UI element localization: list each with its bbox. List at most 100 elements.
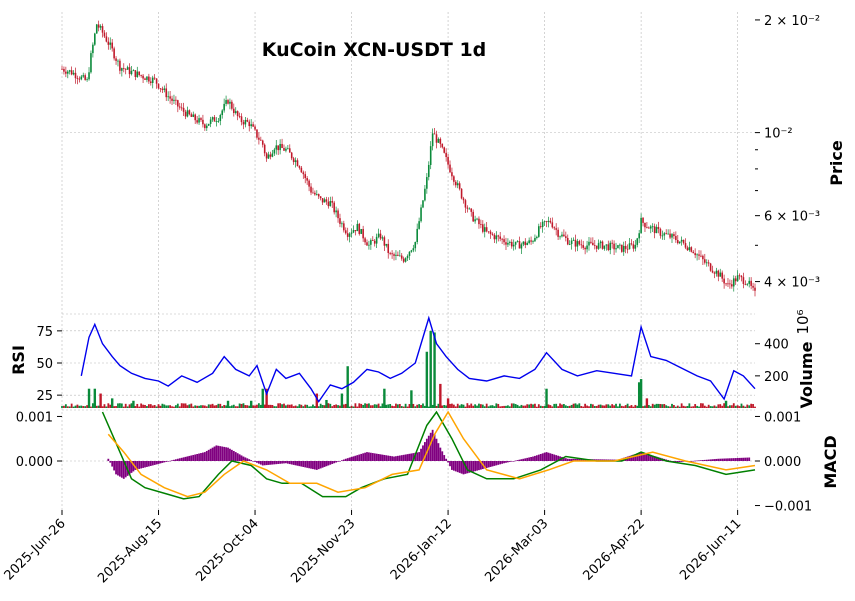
candle-body (518, 241, 521, 249)
candle-body (576, 241, 579, 247)
rsi-tick-label: 25 (36, 389, 53, 404)
volume-bar (337, 405, 339, 408)
volume-bar (474, 404, 476, 408)
macd-histogram-bar (717, 458, 720, 461)
macd-histogram-bar (317, 461, 320, 470)
candle-body (298, 166, 301, 168)
macd-histogram-bar (265, 461, 268, 466)
candle-body (607, 244, 610, 251)
macd-histogram-bar (667, 460, 670, 461)
candle-body (271, 153, 274, 157)
volume-bar (371, 405, 374, 408)
candle-body (715, 270, 718, 274)
macd-histogram-bar (653, 456, 656, 461)
macd-histogram-bar (535, 455, 538, 461)
macd-histogram-bar (364, 452, 366, 461)
volume-bar (431, 404, 434, 408)
volume-bar (381, 403, 384, 408)
volume-bar (539, 405, 542, 408)
candle-body (219, 115, 222, 121)
macd-histogram-bar (348, 457, 351, 461)
candle-body (304, 174, 307, 179)
macd-histogram-bar (570, 458, 573, 461)
candle-body (140, 74, 142, 76)
macd-histogram-bar (425, 438, 428, 461)
volume-bar (591, 404, 594, 408)
volume-bar (522, 405, 525, 408)
candle-body (333, 202, 335, 213)
macd-histogram-bar (257, 461, 260, 464)
candle-body (132, 70, 135, 72)
volume-bar (632, 406, 635, 408)
volume-bar (561, 404, 563, 408)
candle-body (433, 133, 436, 135)
candle-body (368, 244, 370, 246)
macd-histogram-bar (530, 456, 532, 461)
candle-body (128, 67, 131, 75)
candle-body (510, 241, 513, 247)
candle-body (692, 251, 695, 254)
macd-histogram-bar (173, 459, 175, 461)
macd-histogram-bar (501, 461, 504, 464)
volume-bar (526, 404, 529, 408)
volume-bar (389, 403, 392, 408)
candle-body (642, 217, 644, 223)
volume-bar (553, 403, 556, 408)
candle-body (335, 210, 337, 213)
macd-histogram-bar (302, 461, 305, 467)
macd-histogram-bar (312, 461, 314, 470)
volume-bar (375, 404, 378, 408)
candle-body (231, 101, 233, 109)
volume-bar (520, 404, 523, 408)
volume-bar (586, 405, 588, 408)
macd-histogram-bar (541, 453, 544, 461)
macd-histogram-bar (445, 458, 448, 461)
macd-histogram-bar (358, 454, 361, 461)
candle-body (447, 157, 449, 165)
candle-body (246, 119, 249, 122)
candle-body (329, 201, 332, 207)
volume-spike-bar (425, 351, 429, 408)
macd-histogram-bar (286, 461, 289, 464)
volume-bar (240, 403, 243, 408)
volume-bar (673, 405, 675, 408)
macd-histogram-bar (601, 459, 604, 461)
candle-body (70, 70, 73, 75)
candle-body (263, 144, 266, 154)
x-tick-label: 2026-Jun-11 (677, 516, 744, 583)
macd-histogram-bar (628, 455, 631, 461)
candle-body (356, 223, 359, 232)
volume-bar (744, 406, 747, 408)
volume-bar (138, 406, 141, 408)
volume-bar (601, 405, 604, 408)
volume-bar (198, 405, 200, 408)
macd-tick-label-left: 0.000 (16, 455, 53, 470)
macd-histogram-bar (674, 461, 677, 463)
macd-histogram-bar (294, 461, 297, 466)
volume-bar (655, 403, 658, 408)
volume-bar (445, 405, 448, 408)
volume-bar (414, 406, 417, 408)
volume-bar (487, 406, 490, 408)
volume-bar (644, 405, 646, 408)
volume-bar (153, 404, 156, 408)
volume-bar (497, 403, 500, 408)
volume-bar (746, 404, 749, 408)
macd-histogram-bar (387, 455, 390, 461)
macd-histogram-bar (555, 455, 558, 461)
macd-histogram-bar (313, 461, 316, 470)
signal-line (107, 410, 756, 498)
candle-body (509, 241, 511, 243)
volume-bar (385, 404, 388, 408)
volume-bar (657, 403, 660, 408)
macd-histogram-bar (642, 452, 644, 461)
volume-bar (427, 406, 430, 408)
volume-bar (288, 404, 291, 408)
volume-bar (514, 404, 517, 408)
volume-bar (663, 404, 666, 408)
macd-histogram-bar (537, 454, 540, 461)
macd-histogram-bar (406, 454, 409, 461)
volume-spike-bar (99, 393, 102, 408)
macd-histogram-bar (564, 458, 567, 461)
volume-bar (692, 406, 695, 408)
